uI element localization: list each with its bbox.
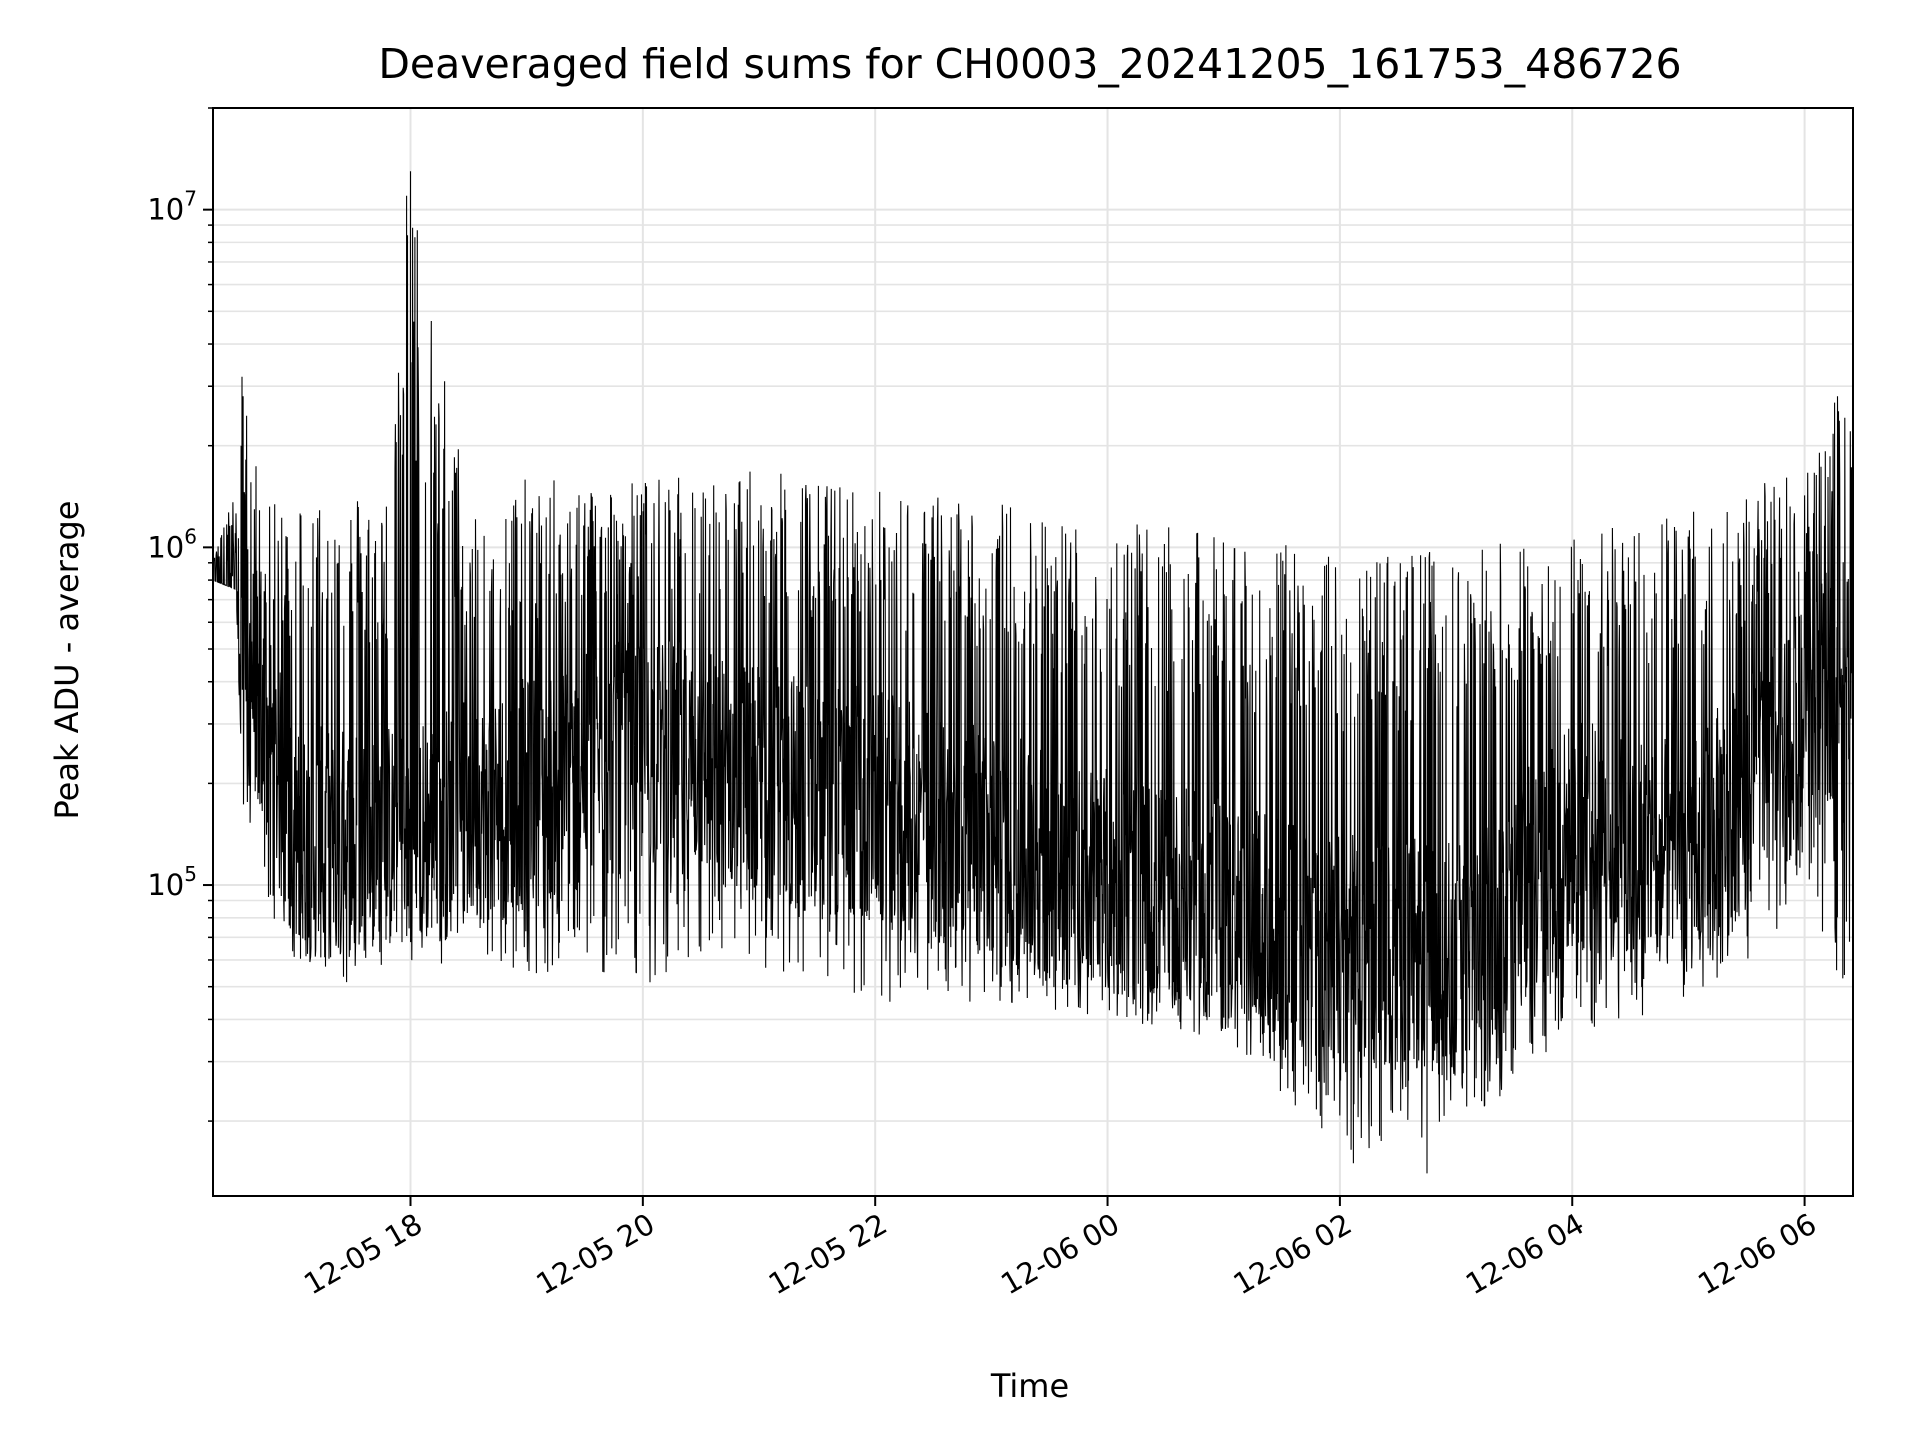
series-line	[212, 171, 1854, 1174]
y-tick-label: 105	[147, 862, 197, 902]
chart-title: Deaveraged field sums for CH0003_2024120…	[378, 40, 1681, 88]
y-axis: 105 106 107	[147, 107, 213, 1122]
x-axis-label: Time	[990, 1367, 1069, 1405]
series-layer	[212, 171, 1854, 1174]
plot-frame	[212, 107, 1854, 1197]
y-tick-label: 106	[147, 524, 197, 564]
y-tick-label: 107	[147, 187, 197, 227]
y-axis-label: Peak ADU - average	[48, 501, 86, 820]
